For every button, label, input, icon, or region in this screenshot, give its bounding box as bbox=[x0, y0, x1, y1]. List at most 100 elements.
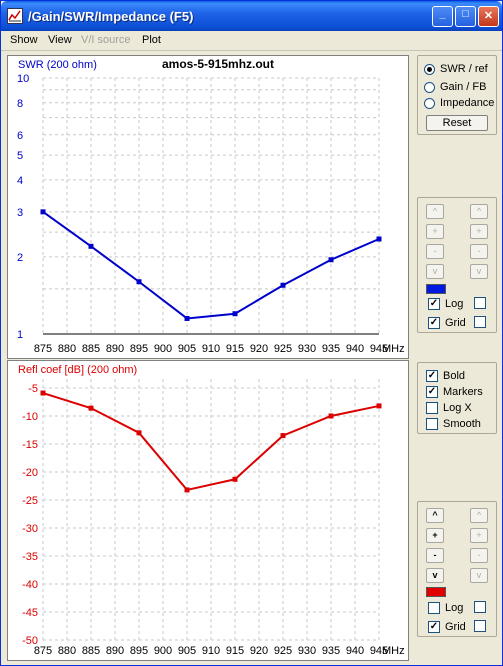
refl-x-tick-label: 945 bbox=[370, 645, 388, 657]
markers-row[interactable]: ✓ Markers bbox=[426, 385, 483, 399]
refl-chart: 875 880 885 890 895 900 905 910 915 920 925 930 935 9… bbox=[18, 364, 405, 657]
title-bar[interactable]: /Gain/SWR/Impedance (F5) _ □ ✕ bbox=[1, 1, 502, 31]
upper-grid-label: Grid bbox=[445, 317, 466, 329]
swr-x-unit: MHz bbox=[382, 343, 405, 355]
upper-left-plus-button[interactable]: + bbox=[426, 224, 444, 239]
close-button[interactable]: ✕ bbox=[478, 6, 499, 27]
swr-y-tick-label: 2 bbox=[17, 252, 23, 264]
lower-right-down-button[interactable]: v bbox=[470, 568, 488, 583]
upper-right-plus-button[interactable]: + bbox=[470, 224, 488, 239]
upper-log-checkbox[interactable]: ✓ bbox=[428, 298, 440, 310]
upper-log-right-checkbox[interactable] bbox=[474, 297, 486, 309]
lower-grid-checkbox[interactable]: ✓ bbox=[428, 621, 440, 633]
swr-y-tick-label: 10 bbox=[17, 73, 29, 85]
menu-bar: Show View V/I source Plot bbox=[1, 31, 502, 51]
lower-left-minus-button[interactable]: - bbox=[426, 548, 444, 563]
swr-x-tick-label: 920 bbox=[250, 343, 268, 355]
swr-y-tick-label: 1 bbox=[17, 329, 23, 341]
lower-left-down-button[interactable]: v bbox=[426, 568, 444, 583]
upper-log-row[interactable]: ✓ Log bbox=[428, 297, 463, 311]
lower-right-minus-button[interactable]: - bbox=[470, 548, 488, 563]
radio-impedance[interactable] bbox=[424, 97, 435, 109]
refl-data-point bbox=[184, 487, 190, 493]
app-icon bbox=[7, 8, 23, 24]
refl-x-tick-label: 910 bbox=[202, 645, 220, 657]
refl-y-tick-label: -20 bbox=[22, 467, 38, 479]
upper-right-down-button[interactable]: v bbox=[470, 264, 488, 279]
refl-x-tick-label: 900 bbox=[154, 645, 172, 657]
radio-impedance-row[interactable]: Impedance bbox=[424, 96, 494, 110]
swr-data-point bbox=[232, 311, 238, 317]
smooth-row[interactable]: Smooth bbox=[426, 417, 481, 431]
lower-grid-right-checkbox[interactable] bbox=[474, 620, 486, 632]
refl-y-tick-label: -25 bbox=[22, 495, 38, 507]
menu-plot[interactable]: Plot bbox=[142, 34, 161, 46]
upper-scale-group: ^ ^ + + - - v v ✓ Log ✓ Grid bbox=[417, 197, 497, 333]
lower-log-row[interactable]: Log bbox=[428, 601, 463, 615]
refl-y-tick-label: -15 bbox=[22, 439, 38, 451]
lower-log-right-checkbox[interactable] bbox=[474, 601, 486, 613]
radio-gain-row[interactable]: Gain / FB bbox=[424, 80, 486, 94]
radio-gain-label: Gain / FB bbox=[440, 81, 487, 93]
swr-x-tick-label: 885 bbox=[82, 343, 100, 355]
refl-y-label: Refl coef [dB] (200 ohm) bbox=[18, 364, 137, 376]
reset-button[interactable]: Reset bbox=[426, 115, 488, 131]
menu-show[interactable]: Show bbox=[10, 34, 38, 46]
maximize-button[interactable]: □ bbox=[455, 6, 476, 27]
lower-left-up-button[interactable]: ^ bbox=[426, 508, 444, 523]
swr-x-tick-label: 910 bbox=[202, 343, 220, 355]
lower-right-up-button[interactable]: ^ bbox=[470, 508, 488, 523]
markers-checkbox[interactable]: ✓ bbox=[426, 386, 438, 398]
minimize-button[interactable]: _ bbox=[432, 6, 453, 27]
upper-left-minus-button[interactable]: - bbox=[426, 244, 444, 259]
menu-vi-source[interactable]: V/I source bbox=[81, 34, 131, 46]
logx-checkbox[interactable] bbox=[426, 402, 438, 414]
smooth-checkbox[interactable] bbox=[426, 418, 438, 430]
markers-label: Markers bbox=[443, 386, 483, 398]
lower-log-checkbox[interactable] bbox=[428, 602, 440, 614]
upper-right-up-button[interactable]: ^ bbox=[470, 204, 488, 219]
refl-y-tick-label: -40 bbox=[22, 579, 38, 591]
minimize-icon: _ bbox=[439, 8, 446, 20]
swr-data-point bbox=[184, 315, 190, 321]
radio-swr-row[interactable]: SWR / ref bbox=[424, 62, 488, 76]
refl-y-tick-label: -5 bbox=[28, 383, 38, 395]
upper-left-up-button[interactable]: ^ bbox=[426, 204, 444, 219]
lower-grid-label: Grid bbox=[445, 621, 466, 633]
refl-x-tick-label: 920 bbox=[250, 645, 268, 657]
refl-x-tick-label: 875 bbox=[34, 645, 52, 657]
lower-log-label: Log bbox=[445, 602, 464, 614]
logx-label: Log X bbox=[443, 402, 472, 414]
lower-left-plus-button[interactable]: + bbox=[426, 528, 444, 543]
swr-data-point bbox=[88, 243, 94, 249]
upper-grid-row[interactable]: ✓ Grid bbox=[428, 316, 466, 330]
lower-right-plus-button[interactable]: + bbox=[470, 528, 488, 543]
bold-checkbox[interactable]: ✓ bbox=[426, 370, 438, 382]
refl-series-line bbox=[42, 392, 380, 492]
refl-x-unit: MHz bbox=[382, 645, 405, 657]
swr-x-tick-label: 940 bbox=[346, 343, 364, 355]
swr-y-tick-label: 3 bbox=[17, 207, 23, 219]
upper-right-minus-button[interactable]: - bbox=[470, 244, 488, 259]
refl-data-point bbox=[280, 433, 286, 439]
radio-swr[interactable] bbox=[424, 63, 435, 75]
swr-y-tick-label: 8 bbox=[17, 98, 23, 110]
refl-x-tick-label: 930 bbox=[298, 645, 316, 657]
swr-x-tick-label: 945 bbox=[370, 343, 388, 355]
radio-gain[interactable] bbox=[424, 81, 435, 93]
upper-left-down-button[interactable]: v bbox=[426, 264, 444, 279]
bold-row[interactable]: ✓ Bold bbox=[426, 369, 465, 383]
lower-color-swatch[interactable] bbox=[426, 587, 446, 597]
swr-data-point bbox=[328, 257, 334, 263]
lower-grid-row[interactable]: ✓ Grid bbox=[428, 620, 466, 634]
swr-data-point bbox=[280, 282, 286, 288]
logx-row[interactable]: Log X bbox=[426, 401, 472, 415]
refl-x-tick-label: 940 bbox=[346, 645, 364, 657]
upper-grid-right-checkbox[interactable] bbox=[474, 316, 486, 328]
menu-view[interactable]: View bbox=[48, 34, 72, 46]
refl-x-tick-label: 890 bbox=[106, 645, 124, 657]
upper-color-swatch[interactable] bbox=[426, 284, 446, 294]
refl-y-tick-label: -50 bbox=[22, 635, 38, 647]
refl-y-tick-label: -10 bbox=[22, 411, 38, 423]
upper-grid-checkbox[interactable]: ✓ bbox=[428, 317, 440, 329]
